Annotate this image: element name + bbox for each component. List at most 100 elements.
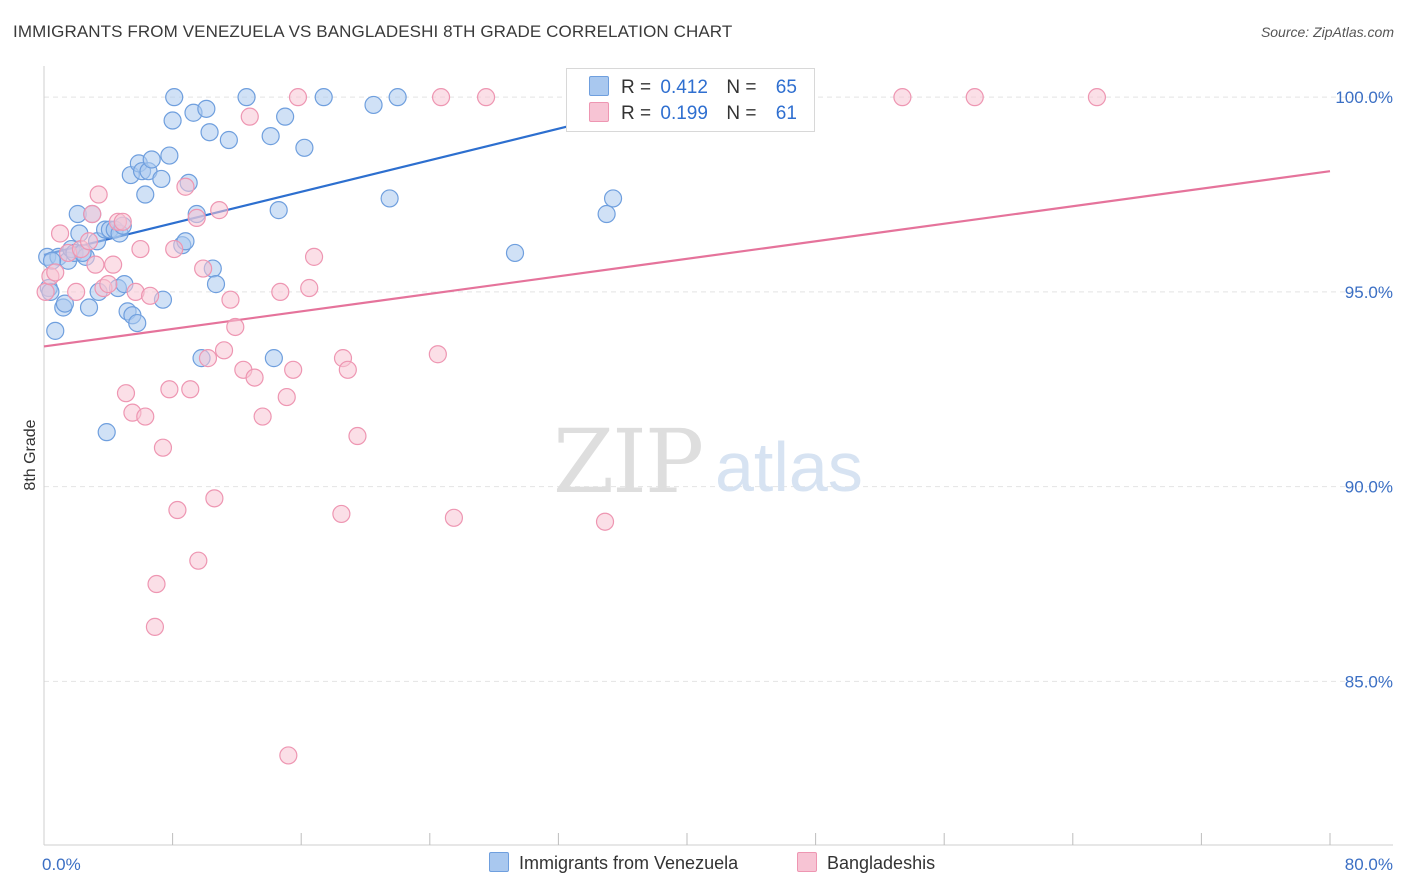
legend-n-value: 61	[775, 103, 797, 124]
point-bangladeshis	[187, 208, 206, 228]
point-bangladeshis	[271, 282, 290, 302]
point-bangladeshis	[116, 384, 136, 403]
point-bangladeshis	[304, 247, 324, 266]
point-bangladeshis	[431, 88, 451, 107]
y-tick-label: 90.0%	[1345, 478, 1393, 497]
point-bangladeshis	[253, 407, 272, 426]
point-venezuela	[136, 185, 155, 204]
point-venezuela	[165, 88, 184, 107]
point-venezuela	[505, 243, 525, 263]
point-venezuela	[46, 321, 65, 340]
point-bangladeshis	[189, 551, 208, 570]
y-tick-label: 85.0%	[1345, 672, 1393, 691]
point-bangladeshis	[104, 255, 123, 274]
legend: R = 0.412 N = 65 R = 0.199 N = 61	[566, 68, 815, 132]
watermark: ZIP atlas	[553, 410, 863, 513]
point-bangladeshis	[79, 232, 99, 251]
point-bangladeshis	[595, 512, 615, 531]
point-venezuela	[364, 95, 383, 115]
point-bangladeshis	[89, 185, 108, 204]
point-bangladeshis	[338, 360, 357, 379]
point-bangladeshis	[153, 438, 173, 457]
point-bangladeshis	[226, 317, 245, 337]
point-venezuela	[380, 189, 399, 208]
point-venezuela	[128, 313, 147, 333]
y-tick-label: 95.0%	[1345, 283, 1393, 302]
point-bangladeshis	[300, 278, 319, 298]
point-venezuela	[269, 201, 288, 220]
point-bangladeshis	[277, 387, 296, 407]
point-bangladeshis	[147, 574, 166, 594]
legend-n-value: 65	[775, 77, 797, 98]
point-bangladeshis	[428, 345, 447, 364]
chart-title: IMMIGRANTS FROM VENEZUELA VS BANGLADESHI…	[13, 22, 733, 41]
gridlines	[44, 96, 1393, 682]
point-bangladeshis	[194, 259, 213, 278]
point-bangladeshis	[348, 426, 367, 446]
point-bangladeshis	[36, 282, 55, 302]
point-venezuela	[160, 146, 179, 165]
point-bangladeshis	[131, 239, 150, 259]
watermark-zip: ZIP	[553, 410, 702, 513]
point-bangladeshis	[67, 282, 86, 302]
legend-n-label: N =	[726, 103, 757, 124]
point-bangladeshis	[240, 107, 259, 126]
point-bangladeshis	[50, 224, 70, 243]
point-bangladeshis	[176, 177, 195, 196]
bottom-legend-label-venezuela: Immigrants from Venezuela	[519, 853, 739, 873]
point-venezuela	[163, 111, 182, 130]
point-venezuela	[79, 298, 99, 317]
y-axis-title: 8th Grade	[22, 419, 39, 490]
point-bangladeshis	[476, 88, 496, 107]
point-bangladeshis	[205, 489, 224, 508]
point-bangladeshis	[893, 88, 912, 107]
point-venezuela	[206, 275, 226, 294]
point-venezuela	[261, 127, 280, 146]
point-venezuela	[597, 204, 616, 224]
point-venezuela	[276, 107, 295, 126]
point-venezuela	[197, 99, 216, 118]
point-venezuela	[219, 130, 238, 150]
y-tick-labels: 85.0% 90.0% 95.0% 100.0%	[1335, 88, 1393, 691]
axes	[43, 66, 1393, 846]
point-bangladeshis	[181, 380, 200, 399]
point-bangladeshis	[165, 239, 184, 259]
x-tick-label-min: 0.0%	[42, 855, 81, 874]
point-bangladeshis	[245, 368, 264, 387]
point-bangladeshis	[136, 407, 155, 426]
point-venezuela	[142, 150, 161, 169]
legend-r-value: 0.199	[660, 103, 708, 124]
point-venezuela	[314, 88, 333, 107]
bottom-legend-swatch-blue	[489, 852, 509, 872]
point-bangladeshis	[288, 88, 308, 107]
legend-r-value: 0.412	[660, 77, 708, 98]
point-bangladeshis	[113, 212, 132, 231]
point-venezuela	[237, 88, 256, 107]
point-venezuela	[200, 123, 219, 142]
point-bangladeshis	[140, 286, 160, 305]
point-bangladeshis	[198, 349, 218, 368]
trendlines	[43, 96, 1331, 348]
legend-swatch-blue	[589, 76, 609, 96]
point-bangladeshis	[86, 255, 105, 274]
legend-r-label: R =	[621, 103, 652, 124]
series-bangladeshis-points	[36, 88, 1107, 765]
bottom-legend-venezuela: Immigrants from Venezuela	[489, 852, 738, 874]
point-venezuela	[603, 189, 623, 208]
point-bangladeshis	[99, 275, 118, 294]
legend-row-bangladeshis: R = 0.199 N = 61	[589, 102, 797, 124]
legend-swatch-pink	[589, 102, 609, 122]
point-bangladeshis	[83, 204, 102, 224]
trendline-bangladeshis	[43, 170, 1331, 348]
bottom-legend-label-bangladeshis: Bangladeshis	[827, 853, 936, 873]
point-bangladeshis	[46, 263, 65, 282]
legend-r-label: R =	[621, 77, 652, 98]
point-venezuela	[55, 294, 74, 313]
x-tick-label-max: 80.0%	[1345, 855, 1393, 874]
point-bangladeshis	[160, 380, 179, 399]
bottom-legend-bangladeshis: Bangladeshis	[797, 852, 935, 874]
point-bangladeshis	[444, 508, 464, 527]
point-bangladeshis	[332, 504, 351, 524]
point-bangladeshis	[1087, 88, 1107, 107]
